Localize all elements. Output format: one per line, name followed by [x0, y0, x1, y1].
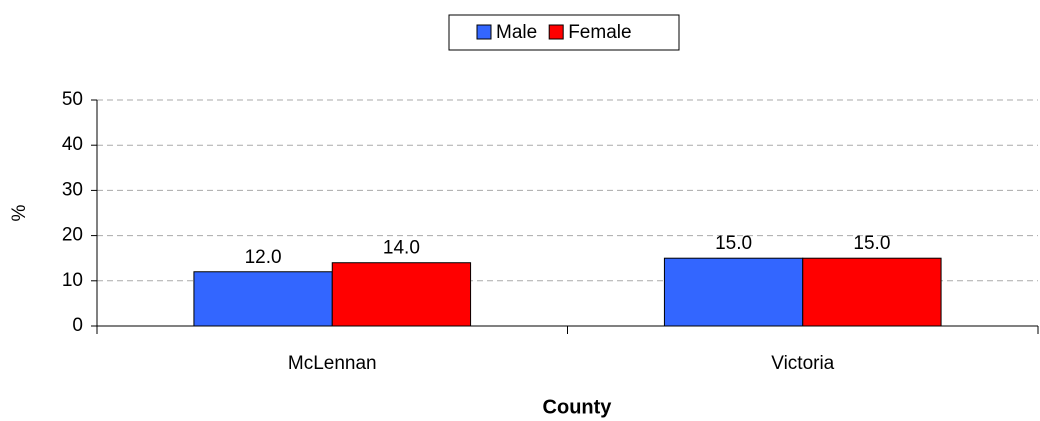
y-tick-label: 30 [62, 179, 83, 200]
bar [802, 257, 942, 327]
data-label: 15.0 [853, 233, 890, 254]
data-label: 14.0 [383, 238, 420, 259]
y-tick-label: 40 [62, 134, 83, 155]
legend-swatch [476, 24, 492, 40]
y-tick-label: 0 [72, 315, 83, 336]
legend-label: Male [496, 22, 537, 43]
legend-label: Female [568, 22, 631, 43]
bar [331, 262, 472, 327]
x-tick-label: Victoria [771, 353, 834, 374]
x-axis-label: County [543, 396, 613, 418]
legend-swatch [548, 24, 564, 40]
y-tick-label: 10 [62, 270, 83, 291]
y-tick-label: 50 [62, 89, 83, 110]
bar [193, 271, 333, 327]
data-label: 12.0 [245, 247, 282, 268]
x-tick-label: McLennan [288, 353, 377, 374]
y-axis-label: % [9, 204, 30, 221]
data-label: 15.0 [715, 233, 752, 254]
bar [663, 257, 804, 327]
y-tick-label: 20 [62, 225, 83, 246]
